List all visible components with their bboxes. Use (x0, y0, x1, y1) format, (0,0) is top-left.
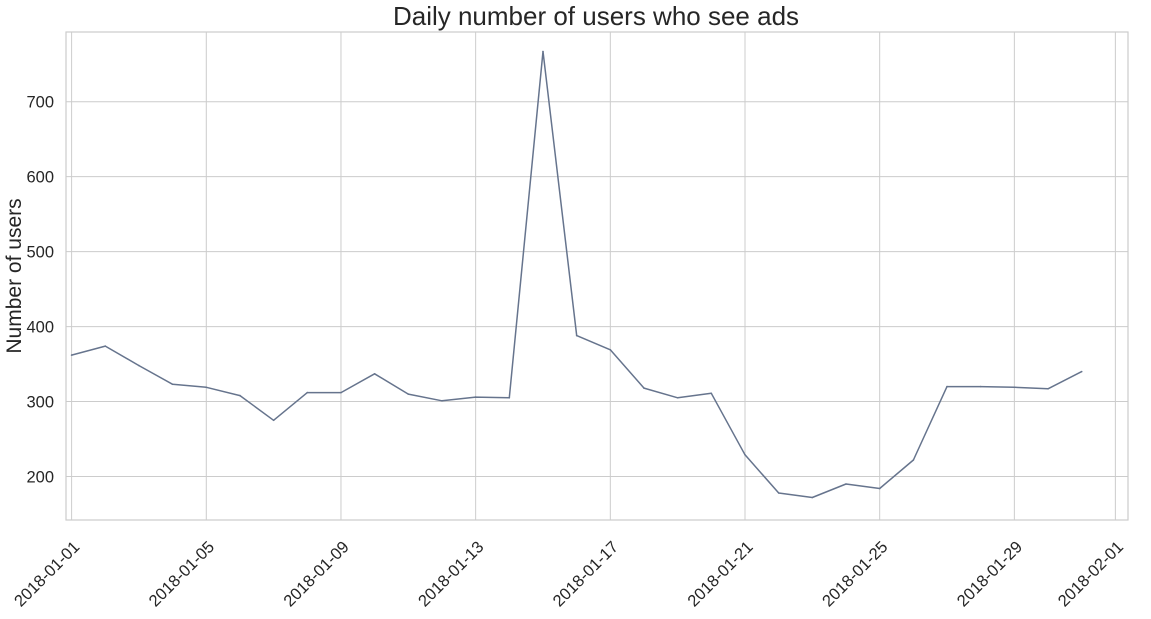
data-point (946, 385, 948, 388)
data-point (777, 492, 780, 494)
data-point (979, 385, 982, 388)
y-tick-label: 400 (26, 319, 54, 337)
data-point (340, 391, 342, 394)
x-tick-label: 2018-01-13 (415, 538, 487, 610)
x-tick-label: 2018-01-09 (280, 538, 352, 610)
data-point (70, 354, 73, 356)
data-point (474, 396, 477, 398)
x-tick-label: 2018-01-17 (550, 538, 622, 610)
data-point (710, 392, 713, 395)
data-point (138, 364, 140, 367)
data-point (1047, 388, 1049, 390)
data-point (171, 383, 174, 386)
y-tick-label: 300 (26, 394, 54, 412)
data-point (845, 483, 847, 485)
data-point (306, 391, 309, 394)
data-point (508, 397, 511, 399)
data-point (811, 496, 814, 499)
data-point (407, 393, 410, 395)
data-point (1013, 386, 1016, 389)
data-point (205, 386, 208, 389)
x-tick-label: 2018-02-01 (1055, 538, 1127, 610)
data-point (104, 345, 107, 347)
data-point (744, 454, 746, 456)
y-axis-label: Number of users (3, 198, 26, 353)
x-tick-label: 2018-01-25 (819, 538, 891, 610)
data-point (239, 394, 241, 397)
data-point (609, 349, 612, 351)
x-tick-label: 2018-01-05 (146, 538, 218, 610)
data-point (272, 419, 275, 422)
data-point (1080, 370, 1083, 373)
y-tick-label: 200 (26, 469, 54, 487)
chart-title: Daily number of users who see ads (393, 1, 799, 31)
y-tick-label: 700 (26, 94, 54, 112)
data-point (643, 387, 645, 389)
grid-layer (66, 32, 1128, 520)
data-point (575, 334, 578, 337)
series-layer (70, 50, 1083, 499)
data-point (441, 400, 443, 402)
data-point (373, 373, 376, 375)
plot-frame (65, 31, 1129, 521)
x-tick-label: 2018-01-21 (684, 538, 756, 610)
x-tick-label: 2018-01-01 (11, 538, 83, 610)
data-point (878, 487, 881, 490)
data-point (676, 397, 679, 399)
tick-labels: 200 300 400 500 600 700 2018-01-01 2018-01-05 20… (11, 94, 1127, 611)
data-point (542, 50, 544, 53)
series-line (71, 50, 1083, 499)
data-point (912, 459, 915, 461)
x-tick-label: 2018-01-29 (954, 538, 1026, 610)
y-tick-label: 500 (26, 244, 54, 262)
y-tick-label: 600 (26, 169, 54, 187)
